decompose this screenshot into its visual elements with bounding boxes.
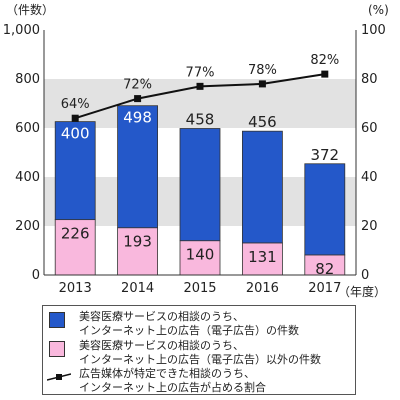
y-tick-label: 1,000 <box>3 23 40 38</box>
y2-tick-label: 100 <box>361 23 386 38</box>
legend-label-other: 美容医療サービスの相談のうち、 インターネット上の広告（電子広告）以外の件数 <box>79 339 321 366</box>
bar-other <box>241 242 283 276</box>
y2-tick-label: 0 <box>361 268 369 283</box>
bar-label-other: 140 <box>186 246 215 264</box>
chart: 0 200 400 600 800 1,000 0 20 40 60 80 100 2013 2014 20… <box>3 2 389 299</box>
x-unit-label: （年度） <box>338 284 386 299</box>
ratio-point <box>196 82 204 90</box>
ratio-line <box>71 70 329 122</box>
bar-online <box>241 130 283 244</box>
y2-tick-label: 40 <box>361 170 378 185</box>
axes: 0 200 400 600 800 1,000 0 20 40 60 80 100 2013 2014 20… <box>3 23 386 296</box>
labels: 226 400 193 498 140 458 131 456 82 372 64% 72% 77% 78… <box>61 53 340 278</box>
y-tick-label: 200 <box>15 219 40 234</box>
ratio-point <box>71 114 79 122</box>
legend-label-ratio: 広告媒体が特定できた相談のうち、 インターネット上の広告が占める割合 <box>79 367 266 394</box>
bar-online <box>54 121 96 221</box>
bar-label-online: 498 <box>123 109 152 127</box>
y-unit-label: （件数） <box>6 2 54 17</box>
legend-line-swatch <box>47 373 71 381</box>
bar-label-other: 226 <box>61 225 90 243</box>
ratio-point <box>321 70 329 78</box>
ratio-label: 72% <box>123 78 152 93</box>
y2-tick-label: 20 <box>361 219 378 234</box>
ratio-label: 78% <box>248 63 277 78</box>
bar-label-other: 131 <box>248 248 277 266</box>
bar-label-other: 82 <box>315 260 334 278</box>
bar-label-online: 372 <box>310 146 339 164</box>
bar-label-other: 193 <box>123 233 152 251</box>
legend: 美容医療サービスの相談のうち、 インターネット上の広告（電子広告）の件数 美容医… <box>42 305 356 395</box>
legend-label-online: 美容医療サービスの相談のうち、 インターネット上の広告（電子広告）の件数 <box>79 310 299 337</box>
ratio-label: 64% <box>61 97 90 112</box>
x-tick-label: 2016 <box>246 281 279 296</box>
bar-label-online: 458 <box>186 110 215 128</box>
bar-online <box>117 105 158 229</box>
ratio-point <box>134 95 142 103</box>
bar-label-online: 456 <box>248 113 277 131</box>
bar-other <box>179 240 221 276</box>
x-tick-label: 2014 <box>121 281 154 296</box>
bars <box>54 105 346 276</box>
y-tick-label: 0 <box>32 268 40 283</box>
legend-swatch-other <box>49 341 65 357</box>
ratio-label: 82% <box>310 53 339 68</box>
y-tick-label: 600 <box>15 121 40 136</box>
y-tick-label: 800 <box>15 72 40 87</box>
x-tick-label: 2013 <box>59 281 92 296</box>
y2-tick-label: 80 <box>361 72 378 87</box>
y-tick-label: 400 <box>15 170 40 185</box>
bar-online <box>179 128 221 242</box>
y2-tick-label: 60 <box>361 121 378 136</box>
legend-swatch-online <box>49 312 65 328</box>
bar-other <box>117 227 158 276</box>
x-tick-label: 2015 <box>183 281 216 296</box>
ratio-label: 77% <box>186 65 215 80</box>
bar-label-online: 400 <box>61 125 90 143</box>
ratio-point <box>258 80 266 88</box>
x-tick-label: 2017 <box>308 281 341 296</box>
bar-online <box>304 163 346 256</box>
y2-unit-label: (%) <box>368 3 389 17</box>
